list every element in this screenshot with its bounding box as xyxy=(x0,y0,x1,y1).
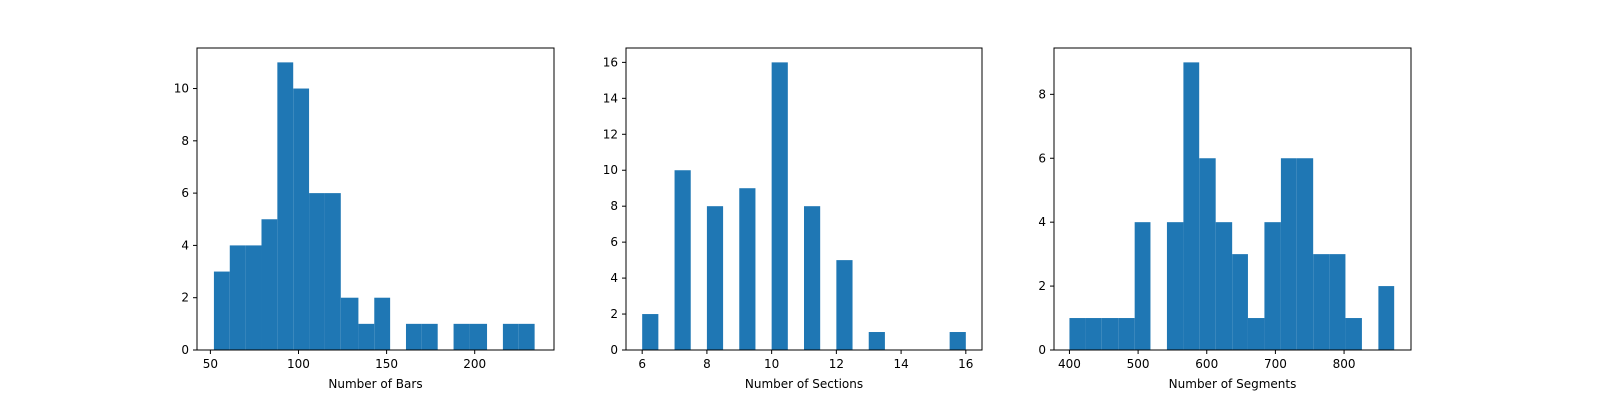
y-tick-label: 0 xyxy=(181,343,189,357)
x-tick-label: 8 xyxy=(703,357,711,371)
histogram-bar xyxy=(1183,62,1200,350)
y-tick-label: 8 xyxy=(610,199,618,213)
histogram-bar xyxy=(324,193,341,350)
x-tick-label: 16 xyxy=(958,357,973,371)
histogram-bar xyxy=(374,297,391,350)
y-tick-label: 10 xyxy=(174,82,189,96)
histogram-bar xyxy=(1296,158,1314,350)
bars-panel-axes-frame xyxy=(196,47,555,351)
histogram-bar xyxy=(1134,222,1151,350)
histogram-bar xyxy=(421,323,438,350)
histogram-bar xyxy=(1118,318,1135,350)
y-tick-label: 10 xyxy=(603,163,618,177)
y-tick-label: 2 xyxy=(181,291,189,305)
y-tick-label: 4 xyxy=(181,238,189,252)
x-axis-label: Number of Segments xyxy=(1169,377,1297,391)
x-tick-label: 600 xyxy=(1195,357,1218,371)
histogram-bar xyxy=(293,88,310,350)
x-tick-label: 500 xyxy=(1127,357,1150,371)
histogram-bar xyxy=(453,323,470,350)
x-tick-label: 6 xyxy=(638,357,646,371)
x-axis-label: Number of Bars xyxy=(328,377,422,391)
y-tick-label: 6 xyxy=(1038,151,1046,165)
x-tick-label: 400 xyxy=(1058,357,1081,371)
histogram-bar xyxy=(309,193,325,350)
histogram-bar xyxy=(1199,158,1216,350)
histogram-bar xyxy=(1378,286,1395,350)
histogram-bar xyxy=(868,332,885,350)
y-tick-label: 8 xyxy=(181,134,189,148)
histogram-bar xyxy=(469,323,488,350)
histogram-bar xyxy=(229,245,246,350)
histogram-bar xyxy=(739,188,756,350)
x-tick-label: 100 xyxy=(287,357,310,371)
y-tick-label: 0 xyxy=(610,343,618,357)
y-tick-label: 6 xyxy=(610,235,618,249)
x-tick-label: 200 xyxy=(463,357,486,371)
histogram-bar xyxy=(1280,158,1297,350)
x-tick-label: 10 xyxy=(764,357,779,371)
y-tick-label: 16 xyxy=(603,55,618,69)
y-tick-label: 0 xyxy=(1038,343,1046,357)
histogram-bar xyxy=(804,206,821,350)
histogram-bar xyxy=(1329,254,1346,350)
histogram-bar xyxy=(642,314,659,350)
histogram-bar xyxy=(674,170,691,350)
histogram-segments-panel: 400 500 600 700 800 0 2 4 6 8 Number of Segments xyxy=(1038,47,1412,391)
y-tick-label: 2 xyxy=(1038,279,1046,293)
histogram-bar xyxy=(1345,318,1362,350)
histogram-bar xyxy=(836,260,853,350)
x-tick-label: 14 xyxy=(893,357,908,371)
x-tick-label: 12 xyxy=(829,357,844,371)
histogram-bar xyxy=(245,245,262,350)
histogram-bar xyxy=(405,323,422,350)
histogram-bar xyxy=(502,323,519,350)
x-axis-label: Number of Sections xyxy=(745,377,863,391)
histogram-bar xyxy=(518,323,535,350)
x-tick-label: 50 xyxy=(203,357,218,371)
sections-panel-axes-frame xyxy=(625,47,983,351)
y-tick-label: 8 xyxy=(1038,87,1046,101)
histogram-bar xyxy=(213,271,230,350)
histogram-bar xyxy=(1247,318,1265,350)
y-tick-label: 14 xyxy=(603,91,618,105)
histogram-bar xyxy=(1101,318,1119,350)
histogram-bar xyxy=(771,62,788,350)
histogram-bar xyxy=(1069,318,1086,350)
histogram-bar xyxy=(340,297,359,350)
histogram-bar xyxy=(1313,254,1330,350)
y-tick-label: 4 xyxy=(610,271,618,285)
y-tick-label: 6 xyxy=(181,186,189,200)
y-tick-label: 12 xyxy=(603,127,618,141)
histogram-bar xyxy=(1166,222,1184,350)
histogram-bar xyxy=(261,219,278,350)
histogram-bar xyxy=(358,323,375,350)
histogram-bar xyxy=(1085,318,1102,350)
x-tick-label: 700 xyxy=(1264,357,1287,371)
histogram-bar xyxy=(949,332,966,350)
histogram-bars-panel: 50 100 150 200 0 2 4 6 8 10 Number of Bars xyxy=(174,47,555,391)
histogram-bar xyxy=(1215,222,1233,350)
x-tick-label: 150 xyxy=(375,357,398,371)
segments-panel-axes-frame xyxy=(1053,47,1412,351)
histogram-bar xyxy=(706,206,724,350)
y-tick-label: 4 xyxy=(1038,215,1046,229)
histogram-bar xyxy=(1264,222,1281,350)
histogram-bar xyxy=(277,62,294,350)
histogram-bar xyxy=(1232,254,1248,350)
x-tick-label: 800 xyxy=(1333,357,1356,371)
y-tick-label: 2 xyxy=(610,307,618,321)
histogram-sections-panel: 6 8 10 12 14 16 0 2 4 6 8 10 12 14 16 Number of Secti… xyxy=(603,47,983,391)
